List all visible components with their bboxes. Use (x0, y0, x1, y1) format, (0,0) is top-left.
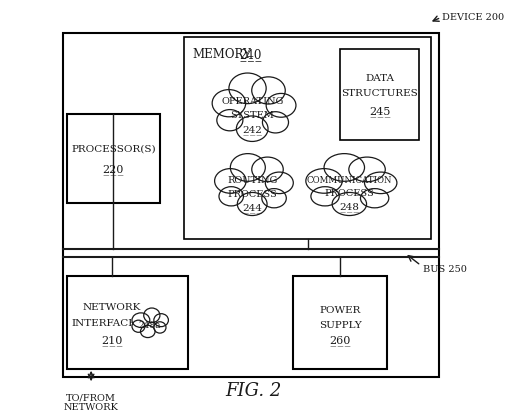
Ellipse shape (222, 91, 282, 129)
Text: MEMORY: MEMORY (192, 48, 251, 61)
Ellipse shape (231, 154, 265, 182)
Ellipse shape (266, 94, 296, 118)
FancyBboxPatch shape (63, 34, 439, 377)
Text: INTERFACE(S): INTERFACE(S) (72, 318, 152, 327)
Ellipse shape (316, 170, 382, 204)
Ellipse shape (360, 189, 389, 208)
Text: 2̲2̲0̲: 2̲2̲0̲ (103, 164, 124, 174)
FancyBboxPatch shape (67, 276, 188, 369)
Ellipse shape (141, 325, 155, 338)
Ellipse shape (237, 193, 267, 216)
Text: 2̲4̲2̲: 2̲4̲2̲ (242, 126, 262, 135)
Text: BUS 250: BUS 250 (423, 265, 467, 273)
Ellipse shape (262, 189, 286, 208)
Text: 2̲4̲5̲: 2̲4̲5̲ (369, 106, 390, 117)
Text: STRUCTURES: STRUCTURES (341, 89, 418, 98)
Text: COMMUNICATION: COMMUNICATION (307, 176, 392, 185)
Text: DEVICE 200: DEVICE 200 (443, 13, 505, 22)
Ellipse shape (144, 308, 160, 323)
Ellipse shape (154, 314, 169, 327)
Ellipse shape (311, 187, 339, 206)
FancyBboxPatch shape (340, 50, 419, 141)
Text: OPERATING: OPERATING (221, 97, 283, 106)
Text: SUPPLY: SUPPLY (318, 320, 361, 329)
Text: 2̲4̲0̲: 2̲4̲0̲ (239, 48, 261, 61)
Ellipse shape (229, 74, 266, 104)
Text: 2̲4̲4̲: 2̲4̲4̲ (242, 203, 262, 213)
Text: 2̲4̲8̲: 2̲4̲8̲ (339, 202, 359, 212)
Ellipse shape (212, 90, 246, 118)
Text: 248a: 248a (139, 320, 161, 329)
Ellipse shape (224, 170, 281, 204)
Text: NETWORK: NETWORK (83, 303, 141, 311)
Ellipse shape (263, 112, 288, 134)
Text: SYSTEM: SYSTEM (230, 111, 274, 120)
Ellipse shape (332, 193, 367, 216)
Ellipse shape (236, 116, 268, 142)
FancyBboxPatch shape (67, 114, 160, 203)
Ellipse shape (349, 158, 385, 182)
Text: PROCESS: PROCESS (227, 190, 277, 199)
Text: NETWORK: NETWORK (64, 402, 118, 411)
Text: 2̲6̲0̲: 2̲6̲0̲ (329, 335, 351, 346)
Text: 2̲1̲0̲: 2̲1̲0̲ (101, 334, 123, 345)
Ellipse shape (215, 169, 246, 194)
Ellipse shape (306, 169, 342, 194)
Ellipse shape (219, 187, 244, 206)
Ellipse shape (252, 158, 283, 182)
Ellipse shape (154, 322, 166, 333)
Ellipse shape (217, 110, 243, 131)
Text: POWER: POWER (320, 305, 361, 314)
Ellipse shape (252, 78, 285, 105)
Ellipse shape (132, 313, 150, 328)
Text: PROCESS: PROCESS (325, 189, 374, 198)
Ellipse shape (132, 320, 145, 332)
FancyBboxPatch shape (184, 38, 431, 240)
Text: ROUTING: ROUTING (227, 176, 278, 185)
Ellipse shape (134, 315, 165, 334)
FancyBboxPatch shape (294, 276, 387, 369)
Text: FIG. 2: FIG. 2 (225, 381, 281, 399)
Text: DATA: DATA (365, 74, 394, 83)
Ellipse shape (364, 173, 397, 194)
Text: TO/FROM: TO/FROM (66, 392, 116, 401)
Ellipse shape (324, 154, 364, 182)
Text: PROCESSOR(S): PROCESSOR(S) (71, 144, 156, 153)
Ellipse shape (265, 173, 293, 194)
